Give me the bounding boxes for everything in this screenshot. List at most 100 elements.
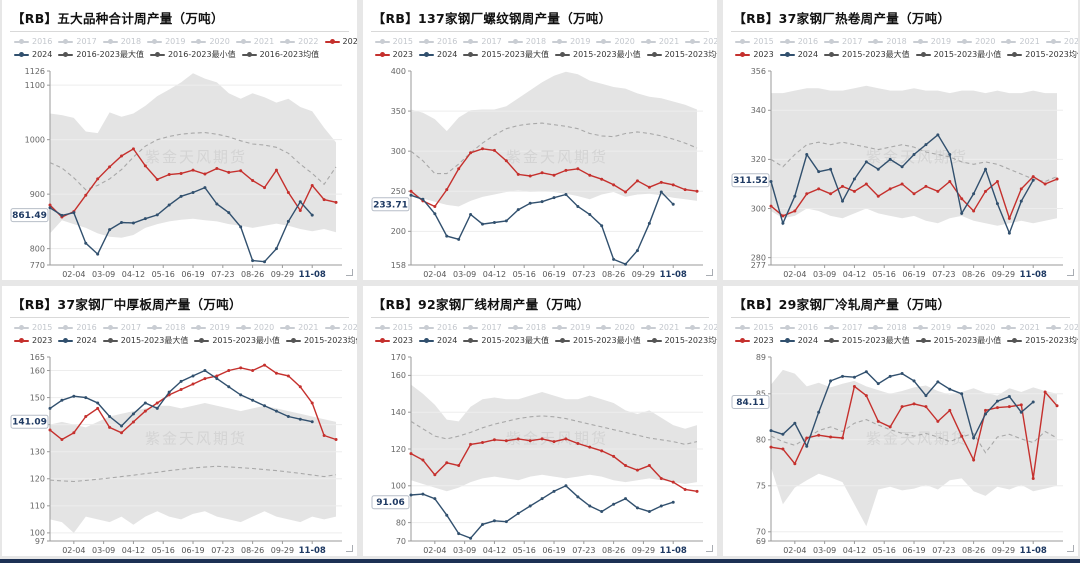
legend-item-2015[interactable]: 2015 [374, 35, 413, 48]
chart-plot[interactable]: 紫金天风期货1651601501401301201101009702-0403-… [10, 348, 350, 556]
legend-item-2019[interactable]: 2019 [191, 321, 230, 334]
legend-item-2018[interactable]: 2018 [507, 35, 546, 48]
legend-item-2016[interactable]: 2016 [779, 35, 818, 48]
legend-item-2022[interactable]: 2022 [1045, 321, 1078, 334]
resize-handle[interactable] [345, 545, 353, 552]
legend-item-2023[interactable]: 2023 [735, 48, 774, 61]
legend-item-2017[interactable]: 2017 [824, 35, 862, 48]
legend-item-2021[interactable]: 2021 [1001, 35, 1040, 48]
legend-item-2015-2023最小值[interactable]: 2015-2023最小值 [554, 334, 641, 347]
legend-item-2015[interactable]: 2015 [735, 321, 774, 334]
legend-item-2024[interactable]: 2024 [419, 334, 457, 347]
legend-item-2018[interactable]: 2018 [147, 321, 185, 334]
series-2023-line[interactable] [48, 363, 338, 442]
legend-item-2020[interactable]: 2020 [957, 35, 995, 48]
series-2023-line[interactable] [409, 437, 699, 493]
legend-item-2015[interactable]: 2015 [735, 35, 774, 48]
series-2023-line[interactable] [48, 147, 338, 219]
legend-item-2024[interactable]: 2024 [779, 48, 818, 61]
legend-item-2016-2023均值[interactable]: 2016-2023均值 [241, 48, 319, 61]
legend-item-2017[interactable]: 2017 [58, 35, 97, 48]
legend-item-2023[interactable]: 2023 [324, 35, 357, 48]
legend-item-2015[interactable]: 2015 [14, 321, 52, 334]
legend-item-2017[interactable]: 2017 [102, 321, 141, 334]
legend-item-2015[interactable]: 2015 [374, 321, 413, 334]
series-2023-line[interactable] [769, 384, 1059, 480]
legend-item-2015-2023均值[interactable]: 2015-2023均值 [1007, 334, 1078, 347]
legend-item-2024[interactable]: 2024 [779, 334, 818, 347]
legend-item-2016[interactable]: 2016 [779, 321, 818, 334]
legend-item-2024[interactable]: 2024 [58, 334, 97, 347]
legend-item-2018[interactable]: 2018 [868, 321, 907, 334]
legend-item-2023[interactable]: 2023 [14, 334, 52, 347]
chart-plot[interactable]: 紫金天风期货 170 160 140 120 100 80 70 02-04 03-09 04-12… [371, 348, 711, 556]
legend-item-2021[interactable]: 2021 [235, 35, 274, 48]
legend-item-2019[interactable]: 2019 [552, 35, 590, 48]
legend-item-2015-2023最大值[interactable]: 2015-2023最大值 [824, 334, 910, 347]
series-2024-line[interactable] [48, 369, 314, 428]
legend-item-2016[interactable]: 2016 [419, 35, 457, 48]
legend-item-2022[interactable]: 2022 [1045, 35, 1078, 48]
series-2023-line[interactable] [409, 147, 699, 208]
legend-item-2015-2023均值[interactable]: 2015-2023均值 [646, 48, 717, 61]
legend-item-2017[interactable]: 2017 [463, 321, 502, 334]
legend-item-2015-2023最大值[interactable]: 2015-2023最大值 [463, 48, 549, 61]
legend-item-2022[interactable]: 2022 [685, 321, 717, 334]
legend-item-2021[interactable]: 2021 [280, 321, 319, 334]
legend-item-2020[interactable]: 2020 [191, 35, 230, 48]
series-2024-line[interactable] [48, 186, 314, 264]
legend-item-2024[interactable]: 2024 [419, 48, 457, 61]
legend-item-2022[interactable]: 2022 [685, 35, 717, 48]
resize-handle[interactable] [706, 269, 714, 276]
legend-item-2016[interactable]: 2016 [58, 321, 97, 334]
legend-item-2024[interactable]: 2024 [14, 48, 52, 61]
legend-item-2023[interactable]: 2023 [374, 334, 413, 347]
legend-item-2020[interactable]: 2020 [596, 321, 635, 334]
legend-item-2020[interactable]: 2020 [957, 321, 995, 334]
legend-item-2016-2023最大值[interactable]: 2016-2023最大值 [58, 48, 144, 61]
resize-handle[interactable] [706, 545, 714, 552]
legend-item-2015-2023均值[interactable]: 2015-2023均值 [1007, 48, 1078, 61]
legend-item-2017[interactable]: 2017 [824, 321, 862, 334]
legend-item-2015-2023均值[interactable]: 2015-2023均值 [285, 334, 357, 347]
legend-item-2017[interactable]: 2017 [463, 35, 502, 48]
legend-item-2023[interactable]: 2023 [374, 48, 413, 61]
legend-item-2016[interactable]: 2016 [14, 35, 52, 48]
legend-item-2021[interactable]: 2021 [1001, 321, 1040, 334]
legend-item-2019[interactable]: 2019 [912, 35, 951, 48]
resize-handle[interactable] [345, 269, 353, 276]
legend-item-2016-2023最小值[interactable]: 2016-2023最小值 [149, 48, 236, 61]
legend-item-2015-2023最大值[interactable]: 2015-2023最大值 [463, 334, 549, 347]
legend-item-2016[interactable]: 2016 [419, 321, 457, 334]
resize-handle[interactable] [1066, 545, 1074, 552]
resize-handle[interactable] [1066, 269, 1074, 276]
chart-plot[interactable]: 紫金天风期货 400 350 300 250 200 158 02-04 03-09 04-12 0… [371, 62, 711, 280]
series-2024-line[interactable] [769, 133, 1036, 236]
legend-item-2015-2023最小值[interactable]: 2015-2023最小值 [915, 334, 1001, 347]
legend-item-2022[interactable]: 2022 [280, 35, 319, 48]
series-2024-line[interactable] [409, 484, 675, 540]
legend-item-2023[interactable]: 2023 [735, 334, 774, 347]
legend-item-2015-2023最大值[interactable]: 2015-2023最大值 [824, 48, 910, 61]
legend-item-2015-2023最小值[interactable]: 2015-2023最小值 [554, 48, 641, 61]
legend-item-2019[interactable]: 2019 [912, 321, 951, 334]
series-2023-line[interactable] [769, 175, 1059, 221]
legend-item-2015-2023最小值[interactable]: 2015-2023最小值 [915, 48, 1001, 61]
legend-item-2020[interactable]: 2020 [596, 35, 635, 48]
legend-item-2022[interactable]: 2022 [324, 321, 357, 334]
legend-item-2018[interactable]: 2018 [507, 321, 546, 334]
legend-item-2020[interactable]: 2020 [235, 321, 274, 334]
legend-item-2019[interactable]: 2019 [147, 35, 185, 48]
series-2024-line[interactable] [769, 370, 1036, 448]
legend-item-2021[interactable]: 2021 [640, 321, 679, 334]
legend-item-2015-2023最小值[interactable]: 2015-2023最小值 [194, 334, 280, 347]
legend-item-2015-2023最大值[interactable]: 2015-2023最大值 [102, 334, 188, 347]
legend-item-2021[interactable]: 2021 [640, 35, 679, 48]
legend-item-2018[interactable]: 2018 [102, 35, 141, 48]
chart-plot[interactable]: 紫金天风期货 1126 1100 1000 900 800 770 02-04 03-09 04-… [10, 62, 350, 280]
legend-item-2018[interactable]: 2018 [868, 35, 907, 48]
legend-item-2015-2023均值[interactable]: 2015-2023均值 [646, 334, 717, 347]
series-2024-line[interactable] [409, 190, 675, 266]
